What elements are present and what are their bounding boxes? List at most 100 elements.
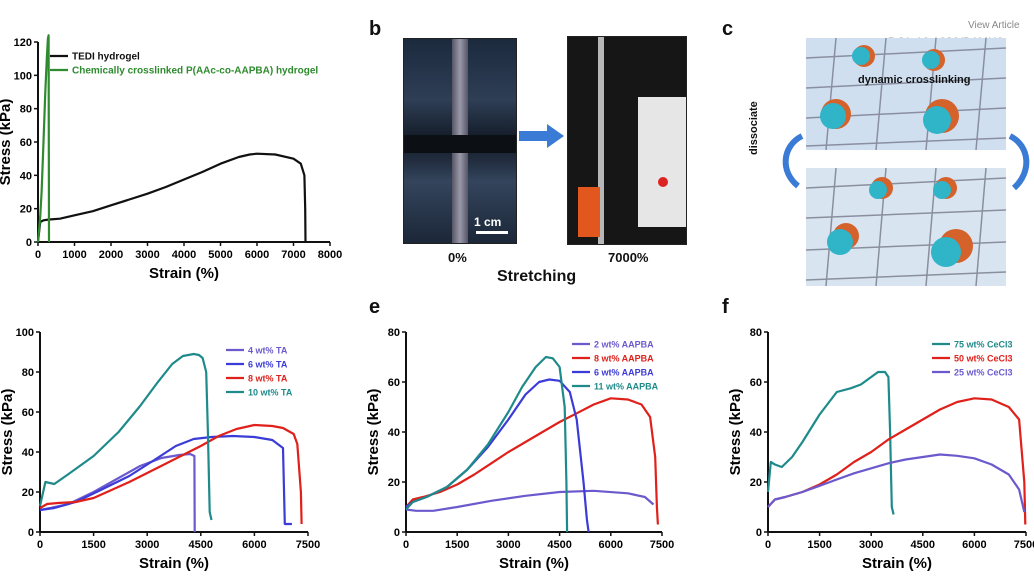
stretch-arrow-icon	[519, 124, 564, 148]
series-line	[38, 352, 213, 521]
series-line	[767, 453, 1026, 513]
mesh-line	[806, 47, 1006, 147]
x-tick-label: 7500	[1014, 539, 1034, 551]
watermark: View Article	[968, 20, 1020, 31]
y-axis-title: Stress (kPa)	[0, 389, 16, 476]
panel-letter-b: b	[369, 18, 382, 40]
x-tick-label: 4500	[911, 539, 935, 551]
y-tick-label: 0	[26, 237, 32, 249]
photo-unstretched: 1 cm	[403, 38, 517, 244]
y-tick-label: 40	[388, 427, 400, 439]
legend-label: 11 wt% AAPBA	[594, 382, 659, 392]
x-tick-label: 3000	[135, 539, 159, 551]
legend-label: TEDI hydrogel	[72, 52, 140, 63]
x-tick-label: 6000	[599, 539, 623, 551]
legend-label: 4 wt% TA	[248, 346, 288, 356]
dissociate-label: dissociate	[748, 101, 760, 155]
y-tick-label: 80	[750, 327, 762, 339]
y-tick-label: 100	[16, 327, 34, 339]
x-axis-title: Strain (%)	[149, 265, 219, 282]
chart-e: 0 1500 3000 4500 6000 7500 0 20 40 60 80 Strain (%)…	[365, 327, 674, 572]
y-tick-label: 80	[22, 367, 34, 379]
particle	[931, 229, 973, 267]
y-tick-label: 20	[750, 477, 762, 489]
x-tick-label: 1000	[62, 249, 86, 261]
panel-letter-f: f	[722, 296, 729, 318]
x-tick-label: 0	[403, 539, 409, 551]
x-tick-label: 5000	[208, 249, 232, 261]
legend-label: 50 wt% CeCl3	[954, 354, 1013, 364]
legend-label: 6 wt% TA	[248, 360, 288, 370]
photo-stretched	[567, 36, 687, 245]
particle	[827, 223, 859, 255]
y-tick-label: 20	[20, 204, 32, 216]
y-tick-label: 120	[14, 37, 32, 49]
mesh-line	[806, 177, 1006, 281]
y-axis-title: Stress (kPa)	[365, 389, 382, 476]
legend-label: 25 wt% CeCl3	[954, 368, 1013, 378]
cycle-arrow-right-icon	[1008, 133, 1030, 191]
x-tick-label: 3000	[859, 539, 883, 551]
mesh-top	[806, 38, 1006, 150]
particle	[852, 45, 875, 67]
x-tick-label: 0	[765, 539, 771, 551]
x-axis-title: Strain (%)	[139, 555, 209, 572]
orange-clamp	[578, 187, 600, 237]
series-line	[39, 423, 303, 525]
particle	[933, 177, 957, 199]
x-tick-label: 2000	[99, 249, 123, 261]
x-tick-label: 4000	[172, 249, 196, 261]
chart-a: 0 1000 2000 3000 4000 5000 6000 7000 8000 0 20 40 60…	[0, 34, 342, 282]
series-line	[36, 34, 51, 243]
y-tick-label: 60	[20, 137, 32, 149]
legend-label: 8 wt% AAPBA	[594, 354, 654, 364]
y-tick-label: 20	[22, 487, 34, 499]
x-tick-label: 6000	[245, 249, 269, 261]
legend-label: 8 wt% TA	[248, 374, 288, 384]
x-tick-label: 3000	[135, 249, 159, 261]
y-tick-label: 0	[28, 527, 34, 539]
particle	[923, 99, 959, 134]
x-tick-label: 7500	[650, 539, 674, 551]
particle	[922, 49, 945, 71]
caption-unstretched: 0%	[448, 250, 467, 265]
x-axis-title: Strain (%)	[862, 555, 932, 572]
scale-bar	[476, 231, 508, 234]
x-tick-label: 8000	[318, 249, 342, 261]
caption-stretched: 7000%	[608, 250, 649, 265]
cycle-arrow-left-shape	[782, 133, 804, 189]
legend-label: 75 wt% CeCl3	[954, 340, 1013, 350]
particle	[869, 177, 893, 199]
y-tick-label: 60	[388, 377, 400, 389]
y-axis-title: Stress (kPa)	[0, 99, 14, 186]
x-tick-label: 7500	[296, 539, 320, 551]
y-tick-label: 80	[388, 327, 400, 339]
x-tick-label: 1500	[807, 539, 831, 551]
series-line	[405, 397, 659, 525]
x-tick-label: 4500	[547, 539, 571, 551]
x-tick-label: 4500	[189, 539, 213, 551]
machine-panel	[638, 97, 686, 227]
y-tick-label: 40	[22, 447, 34, 459]
y-tick-label: 100	[14, 70, 32, 82]
x-tick-label: 1500	[81, 539, 105, 551]
series-line	[405, 355, 569, 533]
legend-label: 10 wt% TA	[248, 388, 293, 398]
scheme-bottom	[806, 168, 1006, 286]
y-tick-label: 0	[394, 527, 400, 539]
y-tick-label: 60	[22, 407, 34, 419]
stretch-arrow-shape	[519, 124, 564, 148]
scheme-top	[806, 38, 1006, 150]
red-button-icon	[658, 177, 668, 187]
x-tick-label: 0	[35, 249, 41, 261]
y-tick-label: 80	[20, 104, 32, 116]
x-tick-label: 3000	[496, 539, 520, 551]
series-line	[405, 489, 655, 512]
y-tick-label: 20	[388, 477, 400, 489]
x-tick-label: 7000	[281, 249, 305, 261]
stretching-label: Stretching	[497, 268, 577, 285]
y-tick-label: 40	[750, 427, 762, 439]
x-tick-label: 0	[37, 539, 43, 551]
panel-letter-e: e	[369, 296, 381, 318]
series-line	[405, 378, 590, 533]
